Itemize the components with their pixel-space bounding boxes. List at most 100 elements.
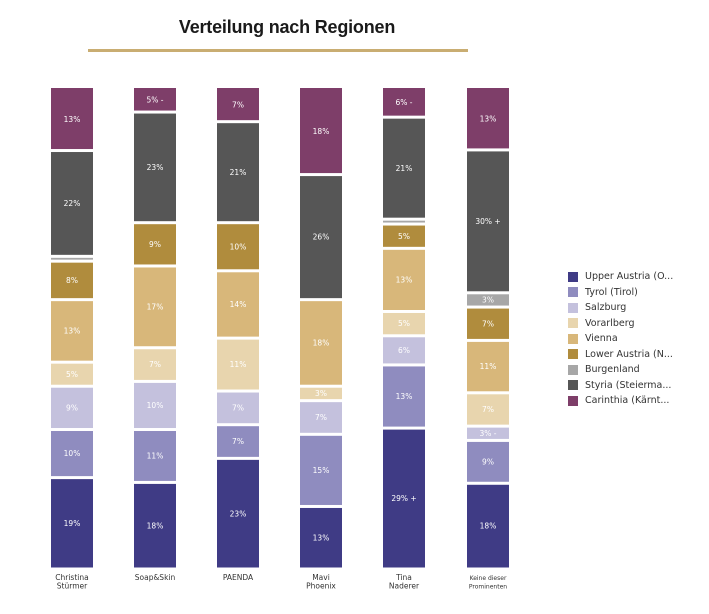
bar-segment: [467, 308, 509, 339]
data-label: 9%: [482, 457, 494, 466]
bar-segment: [217, 339, 259, 390]
bar-segment: [300, 88, 342, 174]
data-label: 11%: [230, 360, 247, 369]
bar-segment: [51, 88, 93, 150]
bar-segment: [383, 312, 425, 335]
bar-segment: [134, 382, 176, 429]
data-label: 18%: [313, 339, 330, 348]
bar-segment: [300, 387, 342, 400]
data-label: 13%: [64, 327, 81, 336]
data-label: 21%: [396, 164, 413, 173]
data-label: 9%: [66, 403, 78, 412]
legend-label: Salzburg: [585, 302, 627, 314]
bar-segment: [134, 267, 176, 347]
data-label: 3% -: [480, 429, 497, 438]
bar-segment: [467, 484, 509, 568]
bar-segment: [51, 431, 93, 477]
bar-segment: [134, 88, 176, 111]
data-label: 10%: [64, 449, 81, 458]
data-label: 13%: [396, 276, 413, 285]
category-label: Soap&Skin: [135, 573, 176, 582]
category-label: PAENDA: [223, 573, 254, 582]
data-label: 6%: [398, 346, 410, 355]
data-label: 14%: [230, 300, 247, 309]
data-label: 7%: [149, 360, 161, 369]
data-label: 13%: [64, 115, 81, 124]
legend-item[interactable]: Carinthia (Kärnt...: [568, 393, 673, 409]
bar-segment: [300, 301, 342, 385]
bar-segment: [383, 429, 425, 568]
bar-segment: [383, 249, 425, 310]
bar-segment: [217, 392, 259, 424]
bar-segment: [217, 426, 259, 457]
legend-item[interactable]: Tyrol (Tirol): [568, 285, 673, 301]
bar-segment: [467, 341, 509, 392]
legend-swatch: [568, 380, 578, 391]
bar-segment: [383, 88, 425, 116]
bar-segment: [51, 152, 93, 255]
data-label: 3%: [315, 389, 327, 398]
legend-item[interactable]: Vienna: [568, 331, 673, 347]
category-label: Tina: [395, 573, 412, 582]
legend-item[interactable]: Lower Austria (N...: [568, 347, 673, 363]
bar-segment: [217, 272, 259, 337]
data-label: 29% +: [391, 494, 416, 503]
chart-legend: Upper Austria (O... Tyrol (Tirol) Salzburg…: [568, 269, 673, 409]
legend-label: Tyrol (Tirol): [585, 286, 638, 298]
category-label: Prominenten: [469, 584, 507, 591]
bar-segment: [134, 483, 176, 568]
bar-segment: [134, 349, 176, 380]
legend-swatch: [568, 271, 578, 282]
data-label: 18%: [313, 127, 330, 136]
chart-title: Verteilung nach Regionen: [178, 17, 396, 37]
bar-segment: [467, 427, 509, 439]
legend-item[interactable]: Upper Austria (O...: [568, 269, 673, 285]
legend-swatch: [568, 364, 578, 375]
data-label: 23%: [147, 163, 164, 172]
legend-item[interactable]: Vorarlberg: [568, 316, 673, 332]
bar-segment: [467, 88, 509, 149]
data-label: 13%: [480, 115, 497, 124]
category-label: Phoenix: [306, 582, 336, 591]
bar-segment: [51, 257, 93, 260]
bar-segment: [467, 441, 509, 482]
bar-segment: [51, 262, 93, 299]
bar-segment: [217, 459, 259, 568]
data-label: 26%: [313, 233, 330, 242]
bar-segment: [383, 225, 425, 247]
bar-segment: [467, 151, 509, 292]
bar-segment: [300, 507, 342, 568]
legend-item[interactable]: Salzburg: [568, 300, 673, 316]
bar-segment: [383, 118, 425, 218]
bar-segment: [300, 176, 342, 299]
legend-swatch: [568, 333, 578, 344]
legend-swatch: [568, 395, 578, 406]
data-label: 19%: [64, 519, 81, 528]
category-label: Christina: [55, 573, 88, 582]
data-label: 18%: [147, 521, 164, 530]
data-label: 7%: [232, 437, 244, 446]
legend-label: Vienna: [585, 333, 618, 345]
legend-swatch: [568, 302, 578, 313]
data-label: 10%: [230, 242, 247, 251]
category-label: Stürmer: [57, 582, 88, 591]
legend-swatch: [568, 287, 578, 298]
data-label: 15%: [313, 466, 330, 475]
legend-label: Vorarlberg: [585, 317, 635, 329]
data-label: 7%: [482, 319, 494, 328]
bar-segment: [134, 113, 176, 222]
legend-item[interactable]: Burgenland: [568, 362, 673, 378]
data-label: 13%: [313, 533, 330, 542]
legend-item[interactable]: Styria (Steierma...: [568, 378, 673, 394]
bar-segment: [300, 402, 342, 433]
legend-swatch: [568, 349, 578, 360]
legend-label: Burgenland: [585, 364, 640, 376]
bar-segment: [134, 224, 176, 265]
legend-label: Carinthia (Kärnt...: [585, 395, 670, 407]
bar-segment: [217, 88, 259, 121]
bar-segment: [467, 294, 509, 306]
bar-segment: [217, 123, 259, 222]
data-label: 3%: [482, 296, 494, 305]
data-label: 10%: [147, 401, 164, 410]
